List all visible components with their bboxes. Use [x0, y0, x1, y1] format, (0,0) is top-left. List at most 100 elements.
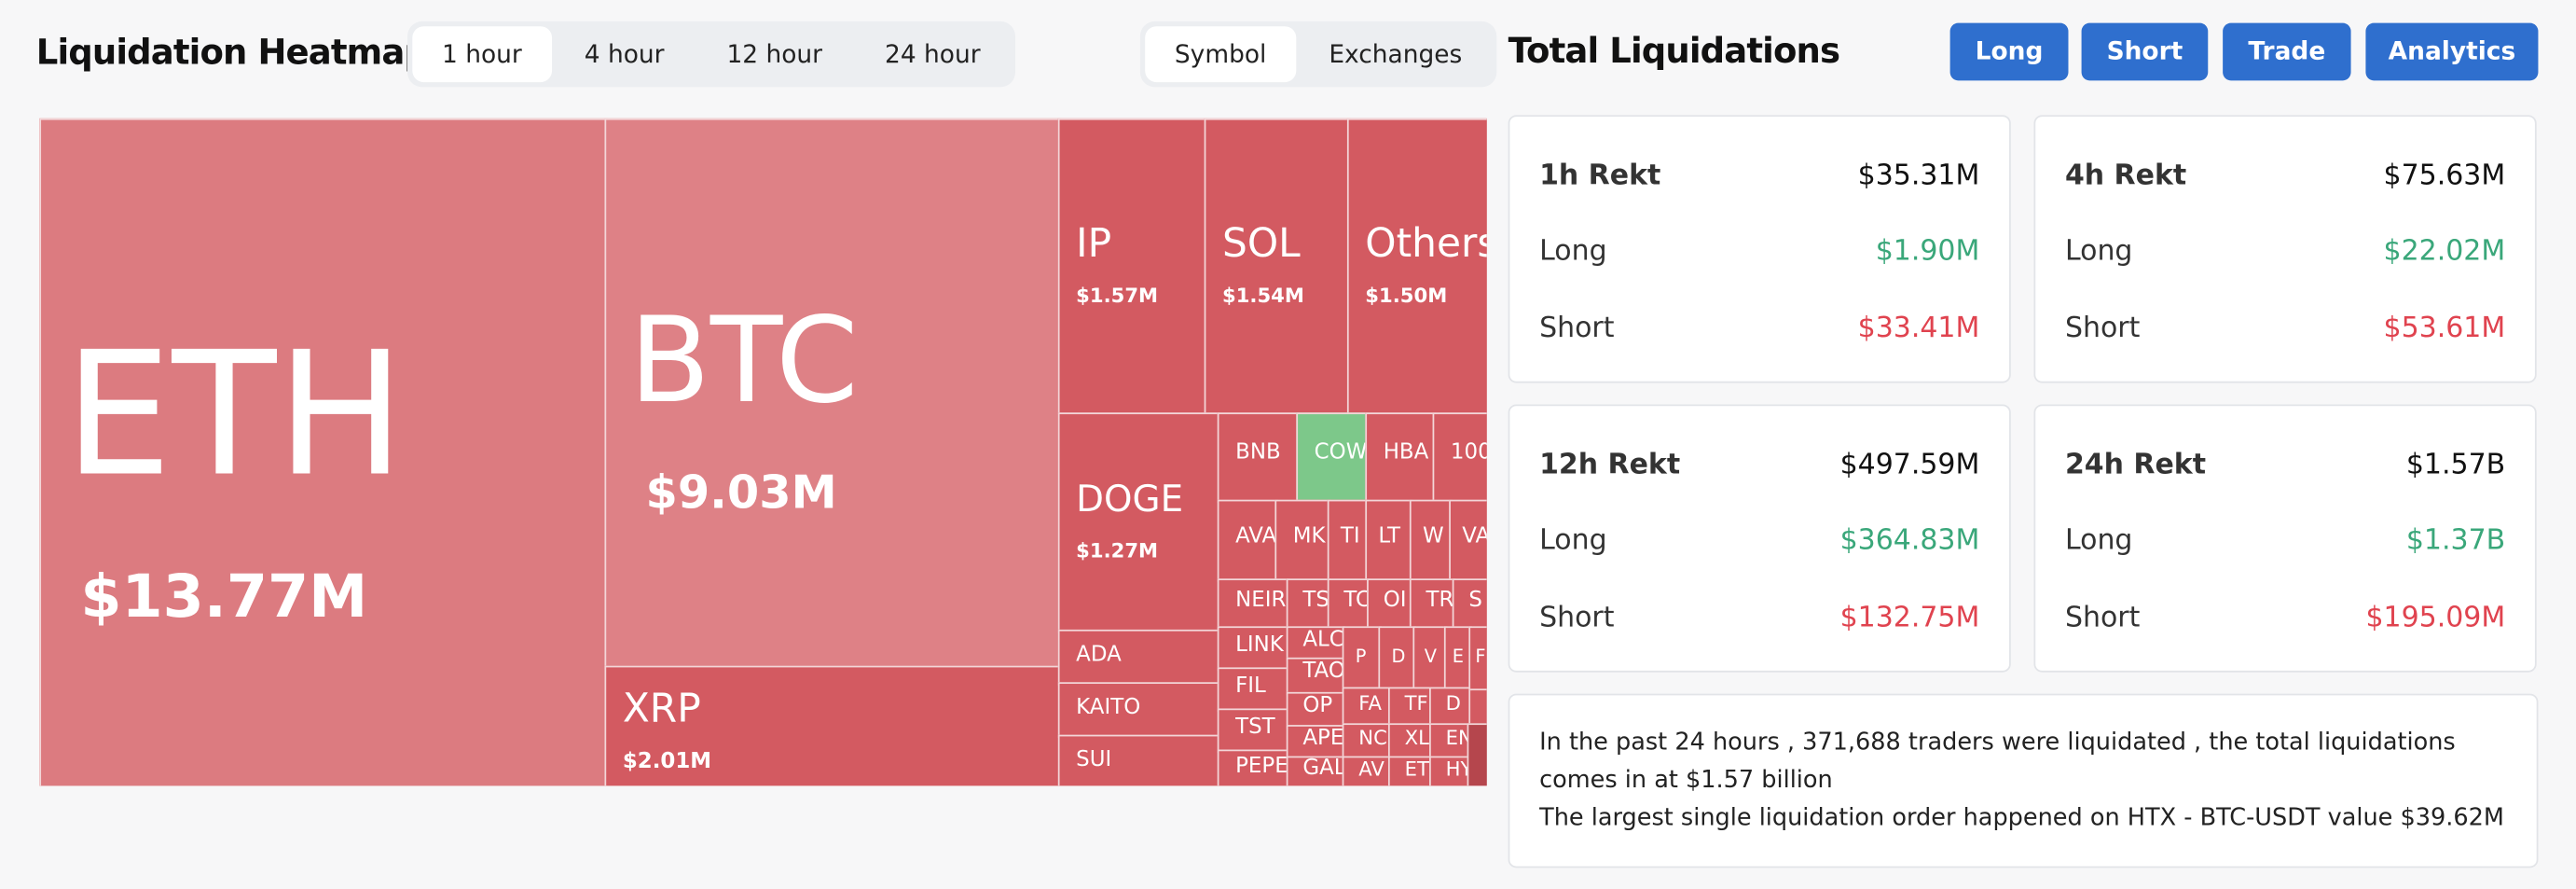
tile-label: KAITO — [1076, 695, 1141, 720]
tile-label: W — [1422, 524, 1444, 549]
tile[interactable]: ALC — [1286, 626, 1346, 661]
tile[interactable]: XL — [1387, 723, 1433, 760]
tile-label: P — [1355, 646, 1367, 668]
tile[interactable]: FIL — [1217, 667, 1290, 712]
tile-label: 100 — [1450, 440, 1487, 465]
button[interactable]: Trade — [2223, 22, 2351, 81]
tile-label: D — [1391, 646, 1406, 668]
tile[interactable]: BTC $9.03M — [604, 118, 1062, 670]
tab[interactable]: Symbol — [1145, 26, 1297, 83]
tile-label: F — [1475, 646, 1486, 668]
tile[interactable]: EN — [1429, 723, 1471, 760]
tile[interactable]: ETH $13.77M — [39, 118, 608, 786]
tile[interactable]: PEPE — [1217, 749, 1290, 786]
tile[interactable]: W — [1409, 499, 1453, 582]
tile[interactable]: TST — [1217, 708, 1290, 754]
tile[interactable]: NEIR — [1217, 578, 1290, 630]
card-title: 4h Rekt — [2064, 159, 2187, 193]
tile-label: EN — [1445, 726, 1471, 750]
tile[interactable]: D — [1378, 626, 1416, 691]
tile[interactable]: VA — [1449, 499, 1487, 582]
card-row: Short $53.61M — [2065, 313, 2505, 345]
tile-label: XRP — [622, 685, 701, 732]
card-total: $35.31M — [1857, 159, 1980, 193]
tile-label: BTC — [628, 290, 859, 429]
tile[interactable]: FA — [1342, 687, 1392, 727]
tile[interactable]: D — [1429, 687, 1471, 727]
card-header: 24h Rekt $1.57B — [2065, 449, 2505, 481]
tile[interactable]: TR — [1409, 578, 1456, 630]
tile[interactable]: AVA — [1217, 499, 1278, 582]
tab[interactable]: 24 hour — [885, 39, 981, 70]
tile-value: $1.54M — [1222, 284, 1304, 308]
tile[interactable]: COW — [1296, 412, 1369, 504]
info-box: In the past 24 hours , 371,688 traders w… — [1508, 693, 2539, 868]
tile[interactable]: DOGE $1.27M — [1057, 412, 1221, 633]
tile-label: DOGE — [1076, 479, 1184, 521]
card-row: Long $1.90M — [1539, 235, 1979, 268]
row-label: Long — [2064, 234, 2133, 269]
tile-label: HY — [1445, 757, 1471, 781]
tile[interactable]: V — [1412, 626, 1448, 691]
tile[interactable]: TI — [1327, 499, 1369, 582]
tile[interactable]: APE — [1286, 725, 1346, 760]
tab[interactable]: 12 hour — [726, 39, 823, 70]
tile[interactable]: GAL — [1286, 756, 1346, 786]
tile[interactable]: NC — [1342, 723, 1392, 760]
tab[interactable]: Exchanges — [1329, 39, 1463, 70]
tile[interactable]: F — [1468, 626, 1487, 691]
tile — [1467, 723, 1487, 786]
tile[interactable]: P — [1342, 626, 1382, 691]
row-label: Long — [1539, 524, 1607, 558]
tile[interactable]: AV — [1342, 756, 1392, 786]
tile[interactable]: LT — [1365, 499, 1413, 582]
tile[interactable]: TS — [1286, 578, 1331, 630]
tile-value: $1.50M — [1365, 284, 1448, 308]
tile[interactable]: LINK — [1217, 626, 1290, 671]
tile-label: XL — [1404, 726, 1429, 750]
tile[interactable]: TAO — [1286, 657, 1346, 696]
row-label: Long — [1539, 234, 1607, 269]
tile[interactable]: ET — [1387, 756, 1433, 786]
tile-label: ET — [1404, 757, 1429, 781]
tile-label: TI — [1340, 524, 1360, 549]
tile[interactable]: SUI — [1057, 734, 1221, 786]
tile-value: $1.27M — [1076, 538, 1159, 563]
card-total: $1.57B — [2405, 449, 2506, 482]
row-value: $33.41M — [1857, 312, 1980, 346]
tile[interactable]: 100 — [1432, 412, 1487, 504]
button[interactable]: Analytics — [2365, 22, 2539, 81]
tile[interactable]: TC — [1327, 578, 1371, 630]
tile-value: $1.57M — [1076, 284, 1159, 308]
info-text: In the past 24 hours , 371,688 traders w… — [1539, 729, 2456, 795]
tile-label: NC — [1358, 726, 1387, 750]
tile[interactable]: HY — [1429, 756, 1471, 786]
tile-label: NEIR — [1235, 588, 1287, 614]
tile[interactable]: TF — [1387, 687, 1433, 727]
card-header: 12h Rekt $497.59M — [1539, 449, 1979, 481]
tile[interactable]: OP — [1286, 691, 1346, 729]
tile-label: TR — [1426, 588, 1454, 614]
tile[interactable]: OI — [1367, 578, 1413, 630]
stat-card: 12h Rekt $497.59M Long $364.83M Short $132.75… — [1508, 404, 2011, 673]
tile-label: FIL — [1235, 674, 1266, 699]
tile-label: D — [1445, 691, 1461, 715]
button[interactable]: Long — [1949, 22, 2069, 81]
tile[interactable]: S — [1452, 578, 1487, 630]
tile[interactable]: HBA — [1365, 412, 1437, 504]
tile[interactable]: XRP $2.01M — [604, 665, 1062, 786]
tile-label: SUI — [1076, 747, 1112, 773]
tab[interactable]: 4 hour — [584, 39, 665, 70]
tile[interactable]: MK — [1274, 499, 1331, 582]
tile[interactable]: BNB — [1217, 412, 1300, 504]
card-row: Short $33.41M — [1539, 313, 1979, 345]
tab[interactable]: 1 hour — [412, 26, 552, 83]
tile-label: LINK — [1235, 632, 1284, 658]
tile-label: OI — [1383, 588, 1407, 614]
tile[interactable]: Others $1.50M — [1346, 118, 1487, 415]
tile[interactable]: IP $1.57M — [1057, 118, 1208, 415]
button[interactable]: Short — [2081, 22, 2209, 81]
tile[interactable]: SOL $1.54M — [1204, 118, 1351, 415]
tile[interactable]: ADA — [1057, 629, 1221, 686]
tile[interactable]: KAITO — [1057, 682, 1221, 739]
